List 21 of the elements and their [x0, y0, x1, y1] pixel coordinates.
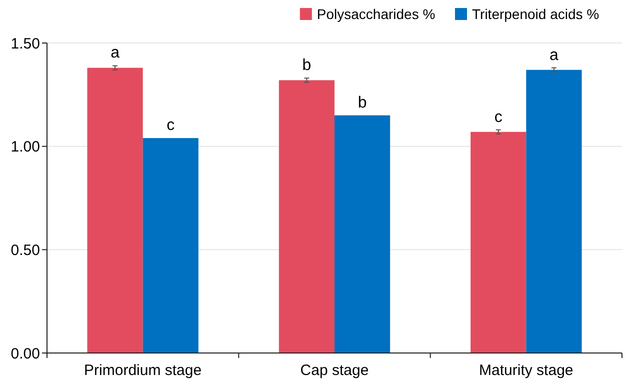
- annotation: a: [110, 44, 120, 62]
- y-tick-label: 1.50: [10, 35, 40, 52]
- legend-label: Polysaccharides %: [316, 6, 436, 22]
- annotation: c: [494, 108, 502, 126]
- bar: [526, 70, 582, 353]
- x-tick-label: Primordium stage: [84, 362, 202, 379]
- annotation: b: [358, 94, 367, 112]
- bar: [87, 68, 143, 353]
- x-tick-label: Maturity stage: [479, 362, 574, 379]
- bar: [334, 115, 390, 353]
- y-tick-label: 0.00: [10, 345, 40, 362]
- annotation: c: [166, 117, 175, 134]
- annotation: a: [550, 46, 559, 64]
- legend-label: Triterpenoid acids %: [472, 6, 600, 22]
- annotation: b: [302, 57, 312, 74]
- bar: [470, 132, 526, 353]
- bar: [278, 80, 334, 353]
- y-tick-label: 1.00: [10, 138, 40, 156]
- y-tick-label: 0.50: [10, 242, 40, 259]
- bar: [142, 138, 198, 353]
- x-tick-label: Cap stage: [300, 362, 369, 379]
